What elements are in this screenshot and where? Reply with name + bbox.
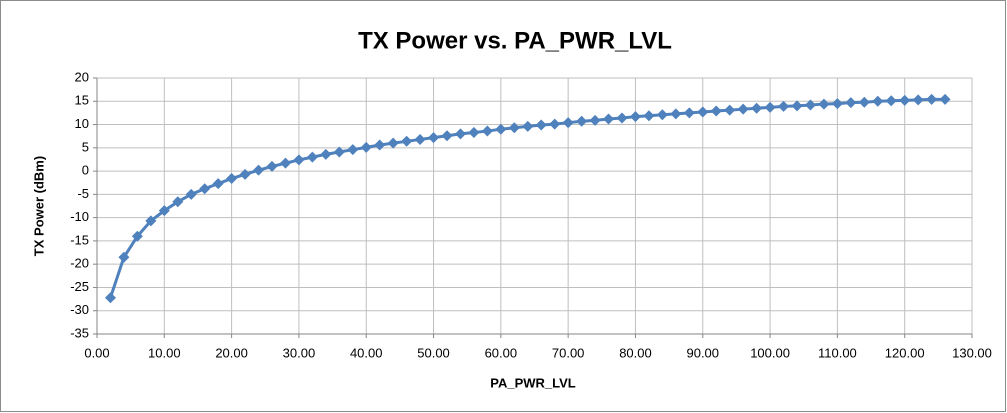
data-point [226, 173, 238, 185]
data-point [428, 132, 440, 144]
data-point [266, 160, 278, 172]
data-point [643, 110, 655, 122]
data-point [468, 126, 480, 138]
data-point [629, 111, 641, 123]
x-tick-label: 10.00 [148, 345, 181, 360]
data-point [454, 128, 466, 140]
data-point [926, 93, 938, 105]
x-tick-label: 80.00 [619, 345, 652, 360]
data-point [603, 113, 615, 125]
data-point [589, 114, 601, 126]
data-point [522, 120, 534, 132]
data-point [131, 230, 143, 242]
data-point [872, 95, 884, 107]
y-tick-label: 15 [75, 93, 89, 108]
y-tick-label: -35 [70, 325, 89, 340]
data-point [656, 109, 668, 121]
data-point [724, 104, 736, 116]
data-point [912, 94, 924, 106]
x-tick-label: 130.00 [952, 345, 992, 360]
data-point [858, 96, 870, 108]
data-point [737, 103, 749, 115]
data-point [104, 292, 116, 304]
x-tick-label: 90.00 [686, 345, 719, 360]
y-tick-label: 5 [82, 139, 89, 154]
data-point [253, 164, 265, 176]
x-axis-title: PA_PWR_LVL [490, 375, 576, 390]
data-point [199, 183, 211, 195]
data-point [576, 115, 588, 127]
data-point [212, 178, 224, 190]
y-tick-label: -20 [70, 256, 89, 271]
data-point [885, 95, 897, 107]
data-point [306, 151, 318, 163]
data-point [535, 119, 547, 131]
data-point [145, 215, 157, 227]
data-point [495, 123, 507, 135]
data-point [347, 144, 359, 156]
data-point [697, 106, 709, 118]
x-tick-label: 100.00 [750, 345, 790, 360]
plot-area [104, 93, 951, 304]
y-tick-label: 0 [82, 163, 89, 178]
y-tick-label: -5 [77, 186, 89, 201]
data-point [764, 101, 776, 113]
x-tick-label: 110.00 [818, 345, 857, 360]
data-point [508, 122, 520, 134]
data-point [360, 141, 372, 153]
data-point [616, 112, 628, 124]
data-point [562, 117, 574, 129]
data-point [831, 98, 843, 110]
data-point [185, 188, 197, 200]
y-tick-label: -15 [70, 232, 89, 247]
y-tick-label: 20 [75, 69, 89, 84]
data-point [670, 108, 682, 120]
x-tick-label: 70.00 [552, 345, 585, 360]
y-tick-label: -10 [70, 209, 89, 224]
x-tick-label: 120.00 [885, 345, 925, 360]
data-point [387, 137, 399, 149]
data-point [683, 107, 695, 119]
data-point [818, 98, 830, 110]
data-point [293, 154, 305, 166]
x-tick-label: 40.00 [350, 345, 383, 360]
data-point [441, 130, 453, 142]
y-tick-label: -30 [70, 302, 89, 317]
data-point [320, 148, 332, 160]
data-point [481, 125, 493, 137]
data-point [401, 135, 413, 147]
data-point [939, 93, 951, 105]
data-point [804, 99, 816, 111]
x-tick-label: 20.00 [215, 345, 248, 360]
x-tick-label: 30.00 [283, 345, 316, 360]
data-point [845, 97, 857, 109]
data-point [333, 146, 345, 158]
data-point [549, 118, 561, 130]
y-axis-title: TX Power (dBm) [31, 156, 46, 256]
x-tick-label: 50.00 [417, 345, 450, 360]
x-tick-label: 0.00 [84, 345, 109, 360]
data-point [172, 196, 184, 208]
data-point [414, 133, 426, 145]
y-tick-label: -25 [70, 279, 89, 294]
data-point [239, 168, 251, 180]
chart-title: TX Power vs. PA_PWR_LVL [358, 27, 672, 54]
data-point [899, 94, 911, 106]
y-tick-label: 10 [75, 116, 89, 131]
data-point [374, 139, 386, 151]
data-point [710, 105, 722, 117]
data-point [158, 205, 170, 217]
data-point [279, 157, 291, 169]
data-point [118, 251, 130, 263]
data-point [751, 102, 763, 114]
data-point [791, 100, 803, 112]
data-point [778, 100, 790, 112]
x-tick-label: 60.00 [485, 345, 518, 360]
